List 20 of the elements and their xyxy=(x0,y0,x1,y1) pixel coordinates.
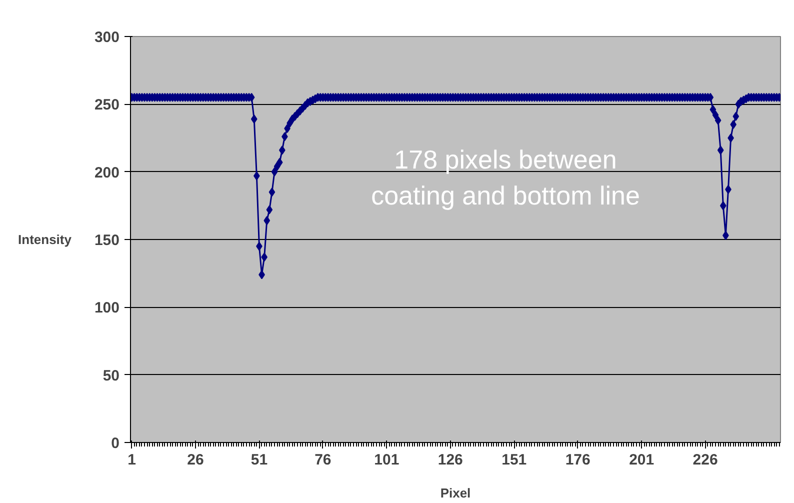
x-tick-label: 151 xyxy=(502,452,527,468)
x-tick-label: 76 xyxy=(314,452,332,468)
x-tick-label: 26 xyxy=(187,452,204,468)
y-tick-label: 300 xyxy=(94,29,120,46)
y-tick-label: 150 xyxy=(94,232,120,249)
x-tick-label: 176 xyxy=(565,452,590,468)
x-tick-label: 51 xyxy=(250,452,268,468)
x-tick-label: 201 xyxy=(629,452,654,468)
y-axis-title: Intensity xyxy=(18,232,72,247)
x-axis-title: Pixel xyxy=(440,486,471,500)
x-tick-label: 226 xyxy=(692,452,718,468)
y-tick-label: 250 xyxy=(94,96,120,114)
x-tick-label: 1 xyxy=(128,452,136,468)
annotation: 178 pixels between coating and bottom line xyxy=(371,144,640,210)
y-tick-label: 0 xyxy=(111,435,120,452)
x-tick-label: 126 xyxy=(438,452,463,468)
y-tick-label: 50 xyxy=(102,367,120,384)
y-tick-label: 200 xyxy=(94,164,120,182)
x-tick-label: 101 xyxy=(374,452,400,468)
y-tick-label: 100 xyxy=(94,300,120,317)
